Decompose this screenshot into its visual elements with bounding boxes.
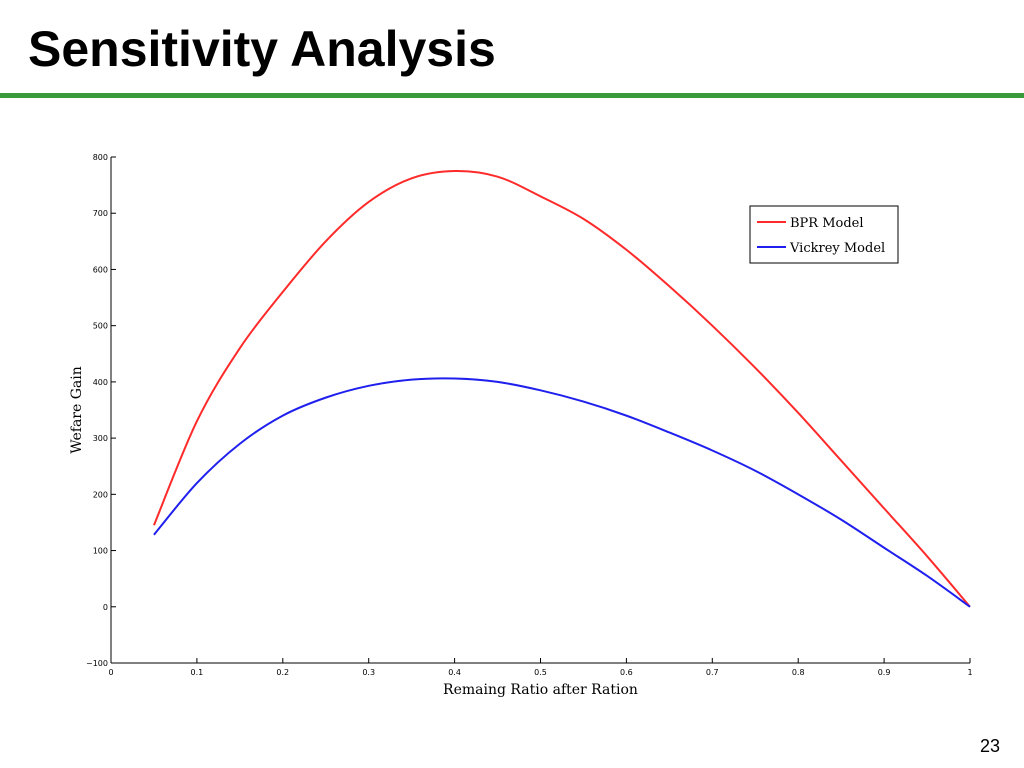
series-line-bpr-model — [153, 170, 971, 608]
x-tick-label: 0.2 — [276, 668, 289, 677]
y-tick-label: 800 — [93, 153, 108, 162]
title-divider — [0, 93, 1024, 98]
legend-box — [749, 205, 899, 264]
x-axis-title: Remaing Ratio after Ration — [443, 682, 638, 698]
y-tick-label: 700 — [93, 209, 108, 218]
y-tick-label: 200 — [93, 490, 108, 499]
slide-title: Sensitivity Analysis — [28, 21, 496, 77]
chart-series — [153, 170, 971, 608]
y-tick-label: 0 — [103, 603, 108, 612]
x-tick-label: 0.9 — [878, 668, 891, 677]
page-number: 23 — [979, 736, 1000, 756]
x-tick-label: 0.3 — [362, 668, 375, 677]
y-tick-label: 400 — [93, 378, 108, 387]
x-tick-label: 0.1 — [191, 668, 204, 677]
x-tick-label: 0.5 — [534, 668, 547, 677]
y-tick-label: 600 — [93, 265, 108, 274]
x-tick-label: 0 — [108, 668, 113, 677]
legend-label: BPR Model — [790, 216, 864, 231]
x-tick-label: 0.8 — [792, 668, 805, 677]
x-tick-label: 0.4 — [448, 668, 461, 677]
x-tick-label: 0.7 — [706, 668, 719, 677]
y-tick-label: −100 — [86, 659, 108, 668]
series-line-vickrey-model — [153, 377, 971, 608]
x-tick-label: 1 — [967, 668, 972, 677]
chart-legend: BPR Model Vickrey Model — [749, 205, 899, 264]
y-tick-label: 500 — [93, 322, 108, 331]
y-tick-label: 100 — [93, 547, 108, 556]
y-axis-title: Wefare Gain — [69, 366, 85, 454]
x-tick-label: 0.6 — [620, 668, 633, 677]
y-tick-label: 300 — [93, 434, 108, 443]
legend-label: Vickrey Model — [789, 241, 885, 256]
